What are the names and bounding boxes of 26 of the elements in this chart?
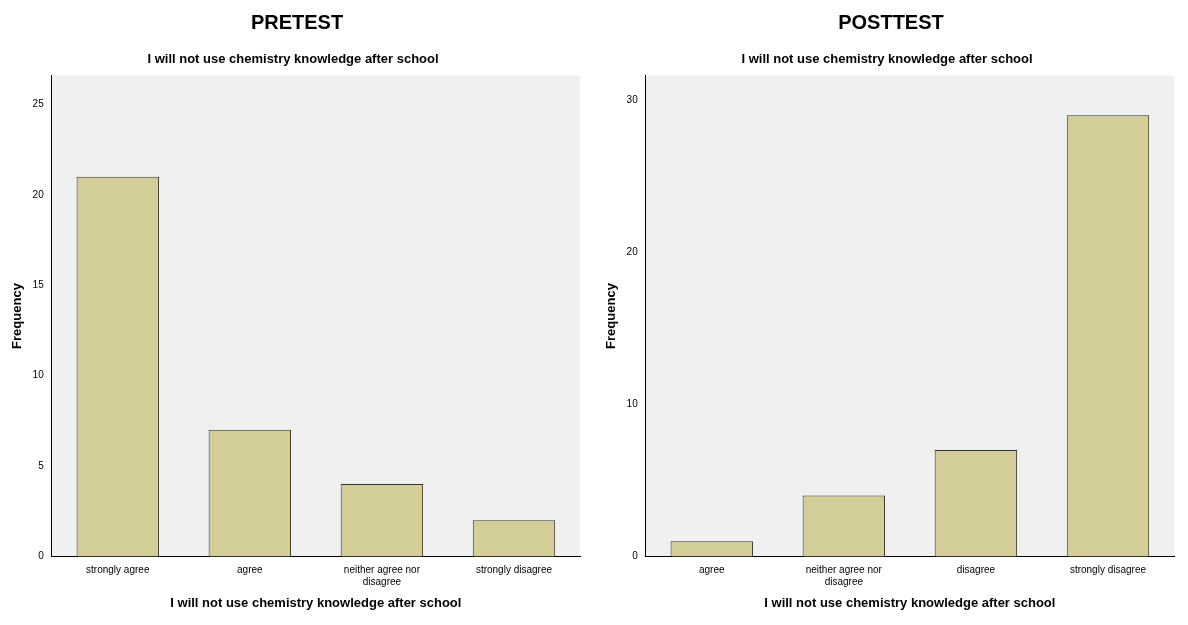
x-tick-label: strongly disagree [475, 564, 553, 576]
y-tick-label: 0 [632, 550, 639, 562]
y-tick-label: 0 [38, 550, 45, 562]
y-tick-label: 5 [38, 459, 45, 471]
y-tick-label: 20 [32, 188, 45, 200]
y-tick-label: 20 [626, 245, 639, 257]
x-tick-label: agree [698, 564, 725, 576]
y-tick-label: 30 [626, 93, 639, 105]
y-tick-label: 15 [32, 279, 45, 291]
x-axis-title: I will not use chemistry knowledge after school [764, 594, 1056, 610]
x-tick-label: neither agree nor disagree [343, 564, 421, 588]
chart-subtitle: I will not use chemistry knowledge after school [741, 51, 1033, 67]
x-tick-label: strongly disagree [1069, 564, 1147, 576]
y-axis-title: Frequency [603, 282, 619, 349]
y-tick-label: 10 [626, 398, 639, 409]
x-tick-label: strongly agree [86, 564, 150, 576]
x-tick-label: agree [237, 564, 264, 576]
chart-title: POSTTEST [837, 10, 945, 35]
chart-title: PRETEST [249, 10, 345, 35]
x-axis-title: I will not use chemistry knowledge after school [170, 594, 462, 610]
x-tick-label: neither agree nor disagree [805, 564, 883, 588]
x-tick-label: disagree [956, 564, 996, 576]
y-tick-label: 10 [32, 369, 45, 381]
y-tick-label: 25 [32, 98, 45, 110]
y-axis-title: Frequency [9, 282, 25, 349]
chart-subtitle: I will not use chemistry knowledge after school [147, 51, 439, 67]
